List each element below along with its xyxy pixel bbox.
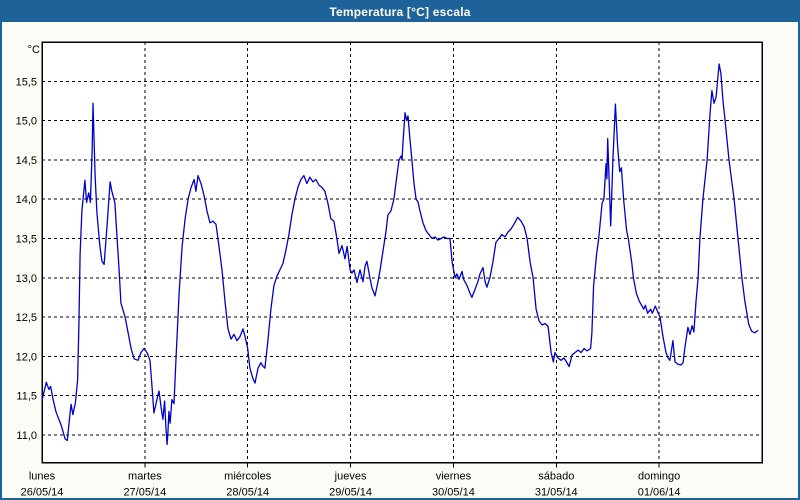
y-tick-label: 13,5: [16, 233, 37, 245]
y-tick-label: 11,5: [16, 391, 37, 403]
day-name-label: domingo: [638, 471, 680, 483]
temperature-series-path: [41, 63, 759, 446]
day-date-label: 31/05/14: [535, 487, 578, 499]
day-name-label: miércoles: [224, 471, 272, 483]
y-tick-label: 12,0: [16, 351, 37, 363]
day-name-label: martes: [128, 471, 162, 483]
y-tick-label: 15,0: [16, 116, 37, 128]
y-tick-label: 11,0: [16, 430, 37, 442]
y-tick-label: 15,5: [16, 76, 37, 88]
day-date-label: 26/05/14: [21, 487, 64, 499]
day-date-label: 29/05/14: [329, 487, 372, 499]
day-name-label: lunes: [29, 471, 56, 483]
y-tick-label: 12,5: [16, 312, 37, 324]
y-tick-label: 13,0: [16, 273, 37, 285]
window-title: Temperatura [°C] escala: [329, 5, 471, 19]
chart-generated-layer: 11,0 11,5 12,0 12,5 13,0 13,5 14,0 14,5 15,0 15,5…: [16, 41, 763, 499]
day-date-label: 30/05/14: [432, 487, 475, 499]
day-name-label: viernes: [436, 471, 472, 483]
plot-area: [42, 42, 762, 463]
y-tick-label: 14,0: [16, 194, 37, 206]
day-date-label: 01/06/14: [638, 487, 681, 499]
day-date-label: 28/05/14: [226, 487, 269, 499]
plot-border: [41, 41, 763, 464]
day-name-label: sábado: [538, 471, 574, 483]
day-name-label: jueves: [334, 471, 367, 483]
title-bar[interactable]: Temperatura [°C] escala: [2, 2, 798, 22]
y-tick-label: 14,5: [16, 155, 37, 167]
y-axis-unit-label: °C: [28, 44, 40, 56]
day-date-label: 27/05/14: [123, 487, 166, 499]
